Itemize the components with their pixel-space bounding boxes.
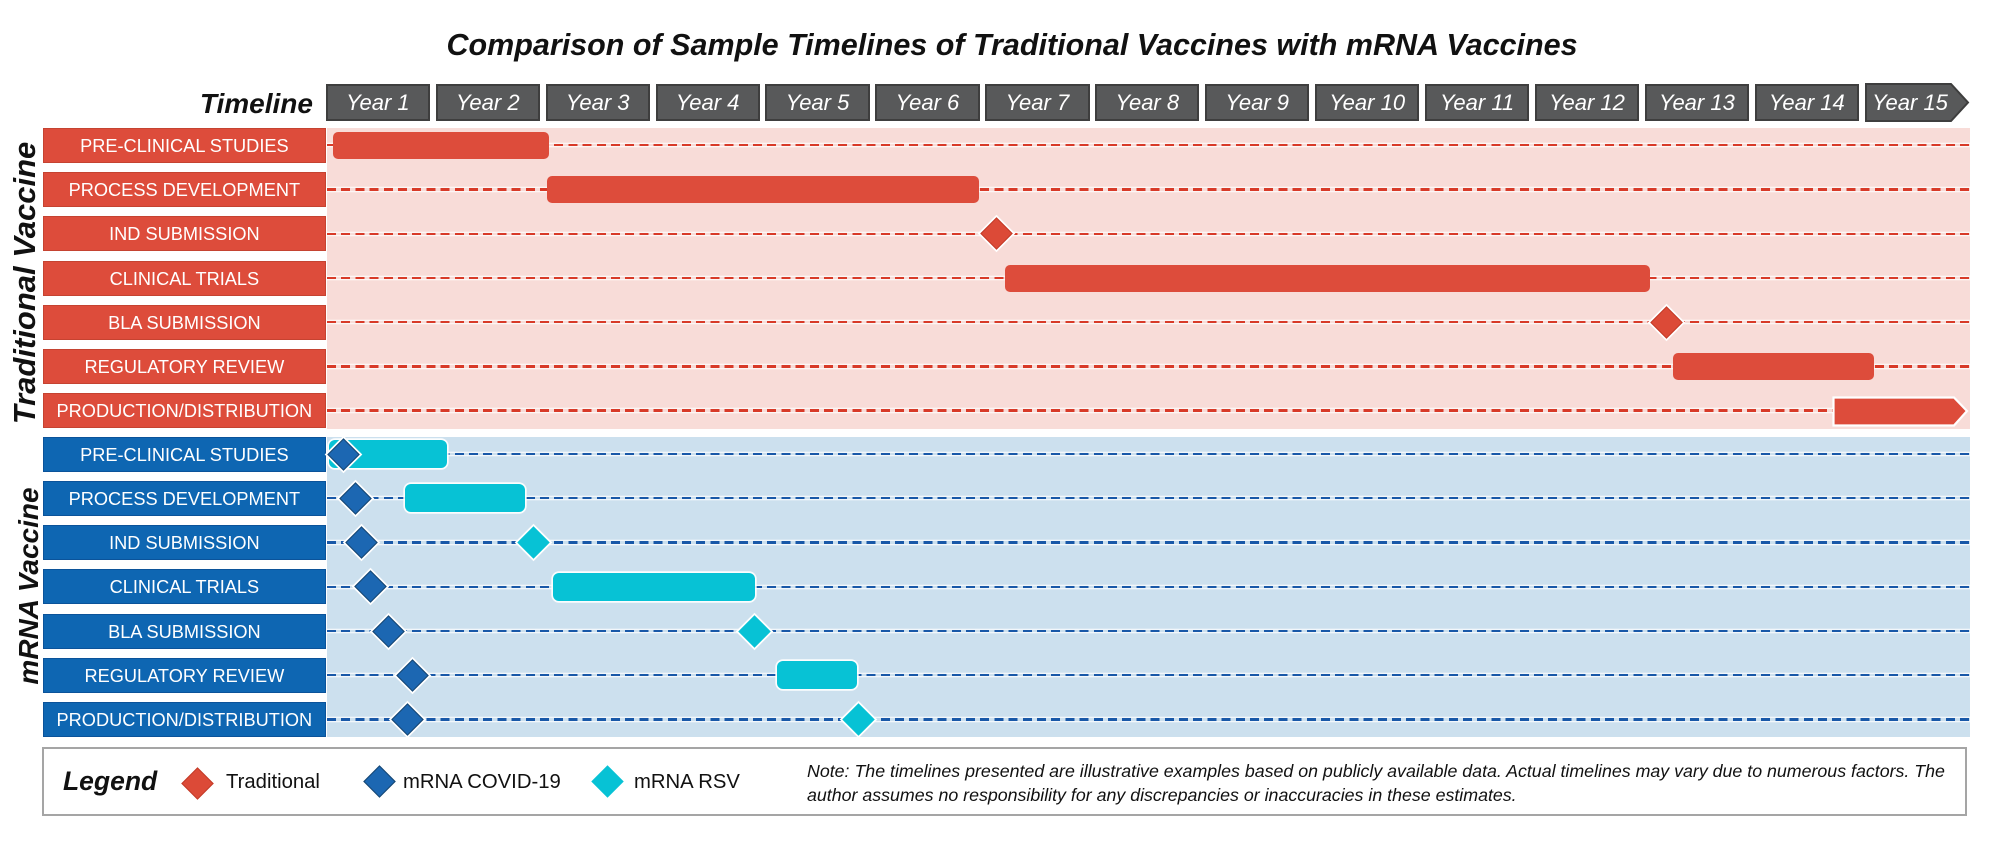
svg-text:Year 15: Year 15 bbox=[1872, 90, 1949, 115]
